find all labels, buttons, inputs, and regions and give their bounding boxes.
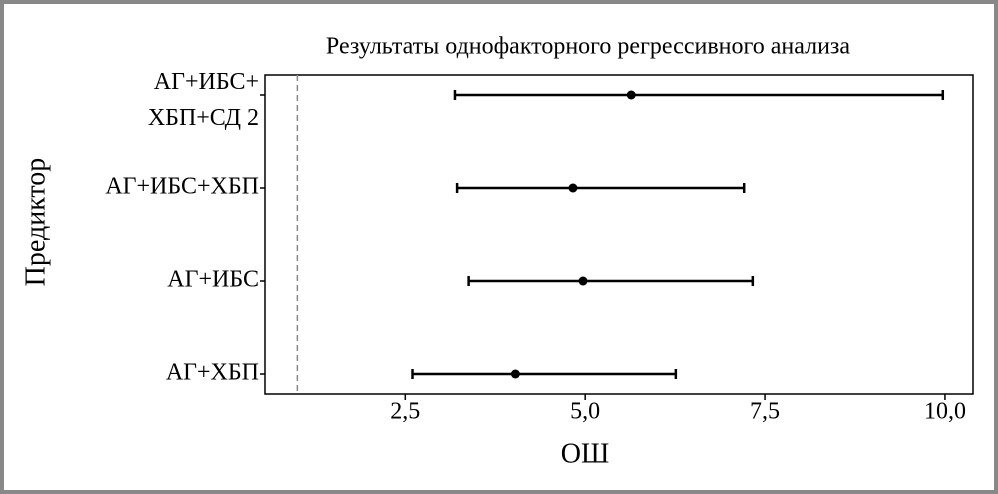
point [510,369,520,379]
point [568,183,578,193]
y-tick-label: АГ+ИБС+ ХБП+СД 2 [148,69,259,131]
plot-area [264,74,974,395]
x-tick-label: 10,0 [924,399,966,425]
x-axis-label: ОШ [561,438,609,469]
y-tick-label-line: АГ+ИБС+ [154,69,259,95]
y-tick-label: АГ+ИБС [167,267,259,293]
y-axis-label: Предиктор [20,158,51,287]
y-tick-label: АГ+ХБП [166,360,259,386]
y-tick-label-line: ХБП+СД 2 [148,105,259,131]
chart-title: Результаты однофакторного регрессивного … [326,34,850,60]
point [578,276,588,286]
x-tick-label: 2,5 [390,399,420,425]
x-tick-label: 5,0 [570,399,600,425]
y-tick-label: АГ+ИБС+ХБП [105,174,259,200]
x-tick-label: 7,5 [750,399,780,425]
point [626,90,636,100]
